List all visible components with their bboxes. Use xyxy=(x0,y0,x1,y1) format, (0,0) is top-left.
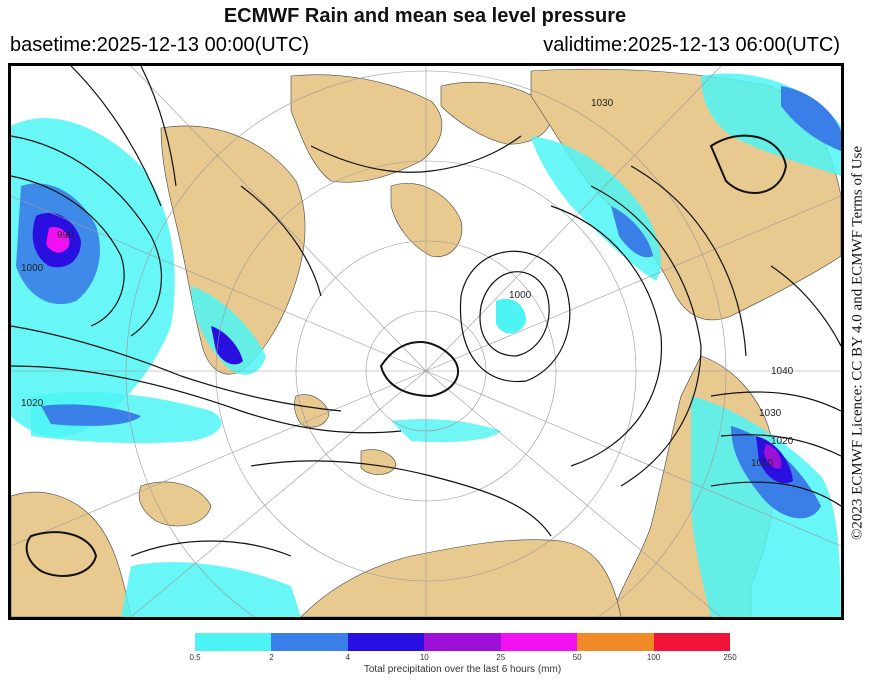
iceland xyxy=(138,481,212,527)
legend-swatch xyxy=(271,633,348,651)
isobar-line xyxy=(130,540,292,557)
svalbard xyxy=(294,394,330,428)
legend-swatch xyxy=(195,633,272,651)
map-panel: 1040 1030 1020 1010 1000 990 1020 1000 1… xyxy=(8,63,844,620)
europe-lower-left xyxy=(11,491,132,617)
legend-tick-label: 50 xyxy=(572,653,582,662)
isobar-line xyxy=(459,250,571,383)
legend-tick-label: 250 xyxy=(723,653,737,662)
isobar-label-8: 1000 xyxy=(21,263,44,274)
legend-tick-label: 10 xyxy=(419,653,429,662)
isobar-label-1: 1040 xyxy=(771,366,794,377)
legend-tick-label: 4 xyxy=(345,653,351,662)
legend-title: Total precipitation over the last 6 hour… xyxy=(363,664,562,675)
isobar-label-2: 1030 xyxy=(759,408,782,419)
precipitation-legend-ticks: 0.5 2 4 10 25 50 100 250 xyxy=(189,653,736,663)
isobar-line xyxy=(479,271,550,357)
isobar-line xyxy=(11,175,125,327)
isobar-line xyxy=(710,391,841,412)
legend-swatch xyxy=(577,633,654,651)
isobar-label-7: 1020 xyxy=(21,398,44,409)
isobar-line xyxy=(25,531,98,577)
basetime-label: basetime:2025-12-13 00:00(UTC) xyxy=(10,34,310,56)
baffin-island xyxy=(390,183,463,258)
isobar-label-6: 990 xyxy=(57,230,74,241)
precip-bottom-left xyxy=(121,562,301,617)
isobar-line xyxy=(710,481,841,507)
graticule xyxy=(11,66,841,617)
credit-text: ©2023 ECMWF Licence: CC BY 4.0 and ECMWF… xyxy=(849,145,866,541)
polar-map: 1040 1030 1020 1010 1000 990 1020 1000 1… xyxy=(11,66,841,617)
precip-band-left-dark xyxy=(41,404,141,426)
precip-greenland-east xyxy=(191,286,266,375)
validtime-label: validtime:2025-12-13 06:00(UTC) xyxy=(543,34,840,56)
isobar-line xyxy=(770,265,841,347)
legend-tick-label: 2 xyxy=(269,653,274,662)
legend-tick-label: 0.5 xyxy=(189,653,201,662)
isobar-line xyxy=(709,134,788,194)
isobar-label-9: 1030 xyxy=(591,98,614,109)
ellesmere-island xyxy=(440,81,552,145)
chart-title: ECMWF Rain and mean sea level pressure xyxy=(223,5,627,27)
isobar-label-5: 1000 xyxy=(509,290,532,301)
precip-top-right-blue xyxy=(781,86,841,151)
isobar-labels: 1040 1030 1020 1010 1000 990 1020 1000 1… xyxy=(21,98,794,469)
isobar-line xyxy=(379,341,460,398)
isobar-line xyxy=(250,460,552,537)
legend-tick-label: 25 xyxy=(496,653,506,662)
isobar-line xyxy=(11,365,402,434)
isobar-line xyxy=(240,185,322,297)
legend-swatch xyxy=(653,633,730,651)
franz-josef-land xyxy=(360,449,397,475)
precipitation-legend-bar xyxy=(195,633,730,651)
isobar-line xyxy=(550,205,663,467)
precip-lower-right-core xyxy=(764,444,782,469)
credit-vertical: ©2023 ECMWF Licence: CC BY 4.0 and ECMWF… xyxy=(848,78,868,608)
precip-center-spot xyxy=(496,298,526,334)
isobar-line xyxy=(70,66,162,207)
isobar-line xyxy=(140,66,177,187)
precip-right-band-blue xyxy=(611,206,653,258)
isobar-line xyxy=(720,434,841,457)
precip-left-core xyxy=(46,227,70,253)
legend-tick-label: 100 xyxy=(646,653,661,662)
isobar-label-4: 1010 xyxy=(751,458,774,469)
isobar-line xyxy=(11,135,162,337)
isobar-line xyxy=(310,135,522,173)
precip-lower-right xyxy=(691,396,841,617)
isobar-label-3: 1020 xyxy=(771,436,794,447)
legend-swatch xyxy=(500,633,578,651)
isobar-line xyxy=(630,165,747,357)
isobars xyxy=(11,66,841,577)
precip-north-strip xyxy=(391,419,501,443)
isobar-line xyxy=(11,325,342,412)
isobar-line xyxy=(590,185,702,487)
legend-swatch xyxy=(424,633,501,651)
legend-swatch xyxy=(347,633,425,651)
